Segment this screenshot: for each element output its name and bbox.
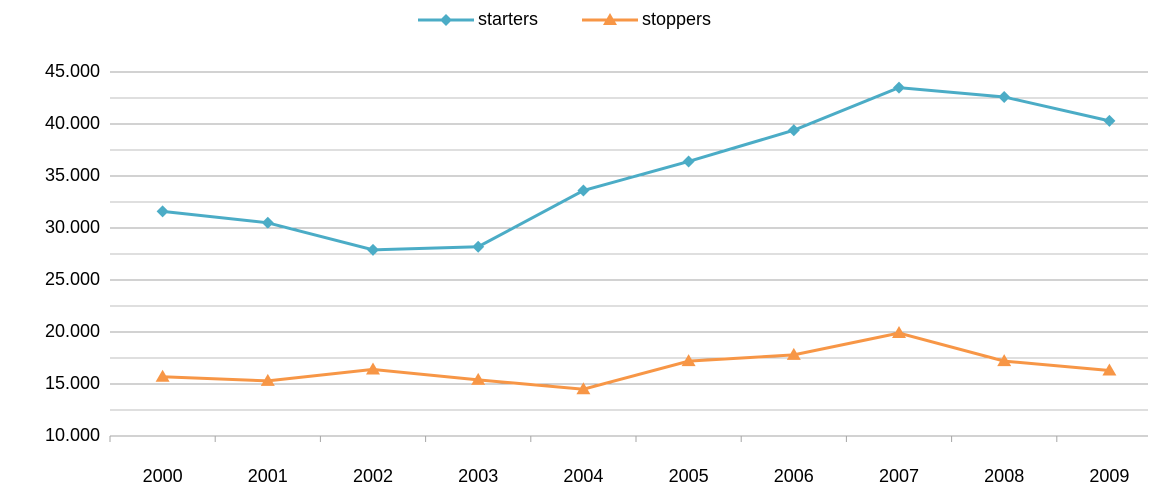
marker [997,354,1012,367]
marker [893,81,905,94]
series-line [162,331,1110,391]
x-tick-label: 2000 [143,466,183,486]
marker [577,184,590,197]
marker [156,205,169,218]
x-tick-label: 2003 [458,466,498,486]
y-tick-label: 30.000 [45,217,100,237]
marker [603,13,617,25]
x-tick-label: 2008 [984,466,1024,486]
marker [892,326,906,339]
x-tick-label: 2005 [669,466,709,486]
y-tick-label: 15.000 [45,373,100,393]
y-tick-label: 25.000 [45,269,100,289]
marker [1103,114,1116,127]
marker [261,216,274,229]
y-tick-label: 40.000 [45,113,100,133]
marker [366,362,380,375]
x-tick-label: 2009 [1089,466,1129,486]
marker [472,240,485,253]
x-tick-label: 2006 [774,466,814,486]
x-tick-label: 2001 [248,466,288,486]
marker [682,155,695,168]
marker [440,14,452,26]
marker [1102,363,1117,376]
x-tick-label: 2004 [563,466,603,486]
legend-label: stoppers [642,9,711,29]
marker [471,372,486,385]
marker [367,243,379,256]
marker [998,90,1011,103]
marker [155,369,170,382]
y-tick-label: 35.000 [45,165,100,185]
x-tick-label: 2002 [353,466,393,486]
x-tick-label: 2007 [879,466,919,486]
series-line [162,86,1110,252]
marker [576,382,591,395]
marker [786,347,801,360]
y-tick-label: 45.000 [45,61,100,81]
y-tick-label: 10.000 [45,425,100,445]
marker [260,373,275,386]
marker [787,124,800,137]
marker [681,354,696,367]
y-tick-label: 20.000 [45,321,100,341]
legend-label: starters [478,9,538,29]
